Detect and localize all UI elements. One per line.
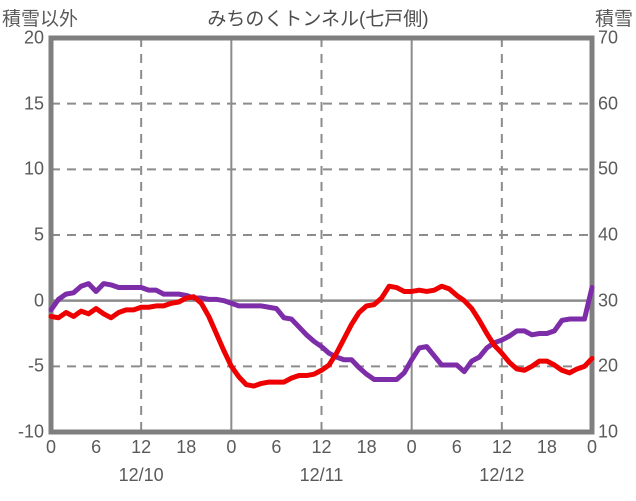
left-axis-tick-label: 0 — [33, 290, 44, 311]
x-axis-day-label: 12/11 — [299, 465, 344, 485]
x-axis-day-label: 12/12 — [479, 465, 525, 485]
right-axis-tick-label: 60 — [598, 93, 619, 114]
left-axis-tick-label: 15 — [23, 93, 44, 114]
right-axis-tick-label: 70 — [598, 27, 619, 48]
series-line-snow — [48, 283, 595, 389]
x-axis-tick-label: 18 — [176, 437, 197, 457]
x-axis-tick-label: 6 — [91, 437, 102, 457]
series-line-other — [48, 281, 595, 382]
data-series — [48, 281, 595, 389]
gridlines — [51, 38, 592, 432]
x-axis-tick-label: 0 — [406, 437, 417, 457]
left-axis-name: 積雪以外 — [2, 9, 79, 30]
left-axis-tick-label: 5 — [33, 224, 44, 245]
x-axis-day-label: 12/10 — [118, 465, 164, 485]
x-axis-tick-label: 18 — [356, 437, 377, 457]
axis-frame — [48, 35, 595, 435]
x-axis-tick-label: 6 — [271, 437, 282, 457]
right-axis-tick-label: 10 — [598, 421, 619, 442]
x-axis-tick-label: 6 — [451, 437, 462, 457]
x-axis-tick-label: 18 — [536, 437, 557, 457]
plot-border — [48, 35, 595, 435]
right-axis-name: 積雪 — [594, 9, 633, 30]
right-axis-tick-label: 50 — [598, 158, 619, 179]
chart-title: みちのくトンネル(七戸側) — [207, 9, 429, 30]
x-axis-tick-label: 0 — [226, 437, 237, 457]
x-axis-tick-label: 0 — [45, 437, 57, 457]
left-axis-tick-label: -10 — [17, 421, 44, 442]
left-axis-tick-label: -5 — [27, 355, 44, 376]
x-axis-tick-label: 12 — [131, 437, 152, 457]
right-axis-tick-label: 30 — [598, 290, 619, 311]
right-axis-tick-label: 20 — [598, 355, 619, 376]
x-axis-tick-label: 12 — [311, 437, 332, 457]
left-axis-tick-label: 20 — [23, 27, 44, 48]
right-axis-tick-label: 40 — [598, 224, 619, 245]
x-axis-tick-label: 12 — [491, 437, 512, 457]
x-axis-tick-label: 0 — [586, 437, 598, 457]
left-axis-tick-label: 10 — [23, 158, 44, 179]
